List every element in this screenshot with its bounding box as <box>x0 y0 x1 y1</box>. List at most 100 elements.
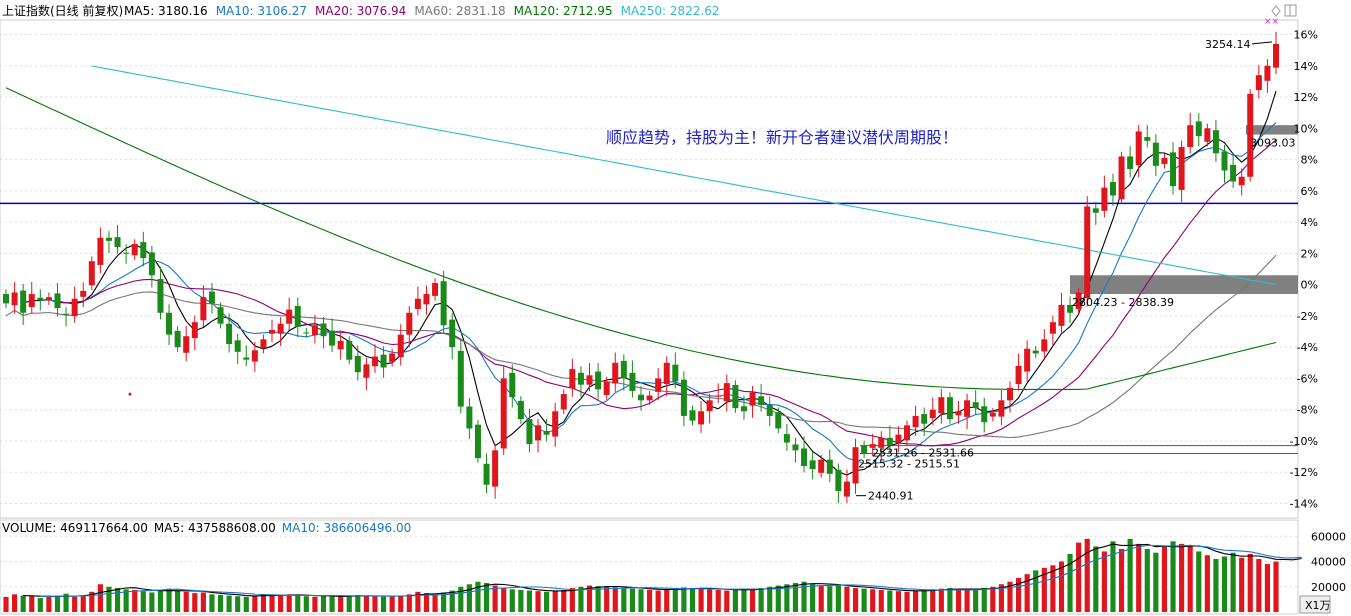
candle-body <box>1204 128 1211 142</box>
candle-body <box>294 305 301 327</box>
candle-body <box>595 371 602 390</box>
ma250-line <box>91 65 1277 286</box>
candle-body <box>423 294 430 305</box>
volume-bar <box>37 598 43 612</box>
candle-body <box>861 445 868 454</box>
volume-bar <box>278 595 284 612</box>
volume-bar <box>707 589 713 612</box>
volume-bar <box>1058 561 1065 612</box>
candle-body <box>54 293 61 309</box>
volume-bar <box>29 596 35 612</box>
volume-bar <box>672 588 678 612</box>
candle-body <box>406 312 413 335</box>
volume-bar <box>303 596 309 612</box>
candle-body <box>243 357 250 360</box>
volume-bar <box>955 589 962 612</box>
candle-body <box>1170 152 1177 187</box>
volume-bar <box>1093 546 1099 612</box>
candle-body <box>1135 131 1142 166</box>
candle-body <box>2 294 10 304</box>
candle-body <box>234 340 241 352</box>
candle-body <box>492 450 499 487</box>
candle-body <box>183 336 190 353</box>
volume-bar <box>269 594 275 612</box>
candle-body <box>946 397 953 420</box>
volume-bar <box>895 591 902 612</box>
volume-bar <box>535 591 541 612</box>
price-labels: 2804.23 - 2838.39 3093.03 2531.26 - 2531.6… <box>128 38 1296 503</box>
candle-body <box>629 372 636 391</box>
volume-bar <box>698 588 704 612</box>
candle-body <box>251 350 258 362</box>
volume-bar <box>1230 552 1236 612</box>
candle-body <box>1041 339 1048 352</box>
candle-body <box>303 332 310 334</box>
volume-bar <box>913 590 919 612</box>
volume-bar <box>1187 546 1193 612</box>
volume-bar <box>681 587 687 612</box>
window-icon[interactable] <box>1284 4 1297 17</box>
ma-legend-item: MA10: 3106.27 <box>216 4 307 18</box>
volume-bar <box>406 594 412 612</box>
volume-bar <box>647 589 653 612</box>
y-tick-label: 4% <box>1301 216 1318 229</box>
candle-body <box>698 411 705 425</box>
candle-body <box>1049 322 1056 334</box>
volume-bar <box>586 585 593 612</box>
volume-tick-label: 60000 <box>1311 530 1346 543</box>
candle-body <box>1075 292 1082 310</box>
candle-body <box>809 460 816 470</box>
candle-body <box>191 322 198 339</box>
volume-bar <box>1024 574 1030 612</box>
volume-bar <box>715 589 721 612</box>
candle-body <box>878 437 885 448</box>
candle-body <box>217 307 224 324</box>
candle-body <box>346 340 353 360</box>
candle-body <box>1127 156 1134 169</box>
candle-body <box>414 298 421 310</box>
volume-bar <box>887 590 893 612</box>
volume-bar <box>209 594 215 612</box>
volume-bar <box>20 595 26 612</box>
diamond-icon[interactable] <box>1271 5 1281 17</box>
y-tick-label: 2% <box>1301 247 1318 260</box>
volume-bar <box>990 586 996 612</box>
candle-body <box>680 379 687 416</box>
candle-body <box>1255 75 1262 91</box>
volume-bar <box>947 588 953 612</box>
volume-bar <box>732 589 738 612</box>
ma-legend-item: MA250: 2822.62 <box>621 4 720 18</box>
volume-bar <box>835 585 841 612</box>
zone-label: 2804.23 - 2838.39 <box>1072 296 1174 309</box>
candle-body <box>483 463 490 485</box>
candle-body <box>329 330 336 346</box>
candle-body <box>586 375 593 385</box>
y-tick-label: -2% <box>1297 310 1318 323</box>
candle-body <box>337 340 344 350</box>
volume-bar <box>355 594 361 612</box>
candle-body <box>432 283 439 296</box>
candle-body <box>200 297 207 321</box>
volume-bar <box>260 594 267 612</box>
volume-bar <box>346 595 352 612</box>
volume-bar <box>483 582 490 612</box>
unit-button[interactable]: X1万 <box>1299 595 1331 614</box>
volume-bar <box>320 595 327 612</box>
volume-bar <box>286 594 292 612</box>
y-tick-label: 10% <box>1294 122 1318 135</box>
candle-body <box>535 425 542 441</box>
candle-body <box>663 362 670 385</box>
y-tick-label: -10% <box>1290 435 1318 448</box>
candle-body <box>88 261 95 286</box>
volume-bar <box>509 589 515 612</box>
volume-bar <box>612 587 618 612</box>
candle-body <box>140 242 147 259</box>
candle-body <box>637 394 645 401</box>
volume-bar <box>63 593 69 612</box>
volume-bar <box>338 596 344 612</box>
volume-bar <box>878 589 884 612</box>
volume-bar <box>1076 542 1082 612</box>
volume-bar <box>295 594 301 612</box>
volume-ma5-line <box>23 543 1302 598</box>
volume-bar <box>664 589 670 612</box>
